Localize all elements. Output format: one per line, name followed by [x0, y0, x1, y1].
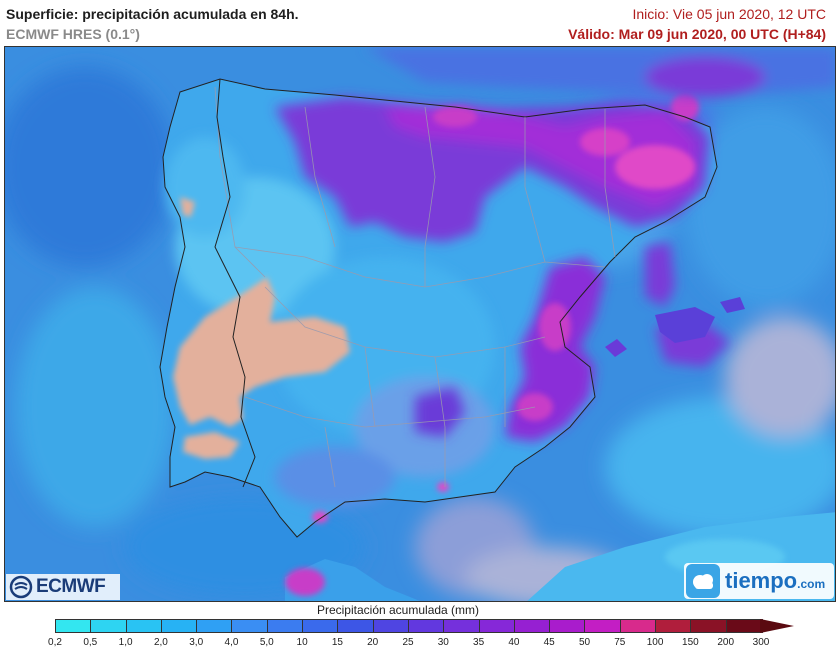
precipitation-map[interactable]	[4, 46, 836, 602]
legend-label: 25	[402, 637, 414, 648]
ocean-shading	[5, 67, 835, 601]
ecmwf-icon	[9, 575, 33, 599]
legend-swatch	[585, 620, 621, 632]
legend-label: 30	[437, 637, 449, 648]
legend-label: 35	[473, 637, 485, 648]
portugal-border	[214, 78, 256, 488]
legend-label: 4,0	[224, 637, 239, 648]
legend-swatch	[197, 620, 233, 632]
legend-title: Precipitación acumulada (mm)	[316, 603, 480, 617]
legend-color-bar	[55, 619, 763, 633]
legend-label: 0,5	[83, 637, 98, 648]
legend-overflow-arrow	[760, 619, 794, 633]
legend-label: 2,0	[153, 637, 168, 648]
legend-label: 3,0	[189, 637, 204, 648]
legend-swatch	[726, 620, 762, 632]
legend-swatch	[656, 620, 692, 632]
legend-label: 100	[646, 637, 664, 648]
cloud-icon	[686, 564, 720, 598]
legend-label: 5,0	[259, 637, 274, 648]
legend-swatch	[373, 620, 409, 632]
legend-swatch	[620, 620, 657, 632]
very-heavy-rain-north	[433, 93, 699, 189]
legend-swatch	[479, 620, 515, 632]
legend-label: 50	[578, 637, 591, 648]
legend-labels: 0,2 0,5 1,0 2,0 3,0 4,0 5,0 10 15 20 25 30 35 40 45 50 7…	[0, 637, 840, 651]
legend-swatch	[56, 620, 92, 632]
legend-swatch	[408, 620, 445, 632]
legend-label: 15	[331, 637, 343, 648]
legend-label: 40	[508, 637, 520, 648]
coastline	[159, 78, 718, 538]
map-title: Superficie: precipitación acumulada en 8…	[6, 6, 299, 22]
regional-borders	[214, 86, 616, 488]
tiempo-domain: .com	[797, 577, 826, 591]
tiempo-logo[interactable]: tiempo .com	[684, 563, 834, 599]
legend-label: 0,2	[48, 637, 62, 648]
legend-swatch	[691, 620, 727, 632]
map-canvas	[5, 47, 835, 601]
legend-label: 200	[717, 637, 735, 648]
legend-swatch	[303, 620, 339, 632]
model-label: ECMWF HRES (0.1°)	[6, 26, 140, 42]
legend-swatch	[161, 620, 198, 632]
legend-label: 10	[296, 637, 308, 648]
legend-swatch	[338, 620, 374, 632]
legend-label: 1,0	[118, 637, 133, 648]
legend-label: 45	[543, 637, 555, 648]
tiempo-text: tiempo	[725, 568, 798, 593]
legend-swatch	[267, 620, 304, 632]
legend-swatch	[232, 620, 268, 632]
legend-swatch	[126, 620, 162, 632]
ecmwf-text: ECMWF	[36, 576, 106, 597]
legend-label: 150	[682, 637, 699, 648]
legend-label: 300	[752, 637, 770, 648]
balearic-islands	[605, 297, 745, 357]
header: Superficie: precipitación acumulada en 8…	[0, 0, 840, 46]
legend-label: 20	[367, 637, 379, 648]
legend-swatch	[91, 620, 127, 632]
init-time: Inicio: Vie 05 jun 2020, 12 UTC	[632, 6, 826, 22]
legend-swatch	[514, 620, 551, 632]
legend-label: 75	[614, 637, 626, 648]
valid-time: Válido: Mar 09 jun 2020, 00 UTC (H+84)	[568, 26, 826, 42]
france-area	[365, 47, 835, 97]
legend-swatch	[444, 620, 480, 632]
ecmwf-logo: ECMWF	[6, 574, 120, 600]
legend-swatch	[550, 620, 586, 632]
dry-area	[173, 197, 350, 459]
